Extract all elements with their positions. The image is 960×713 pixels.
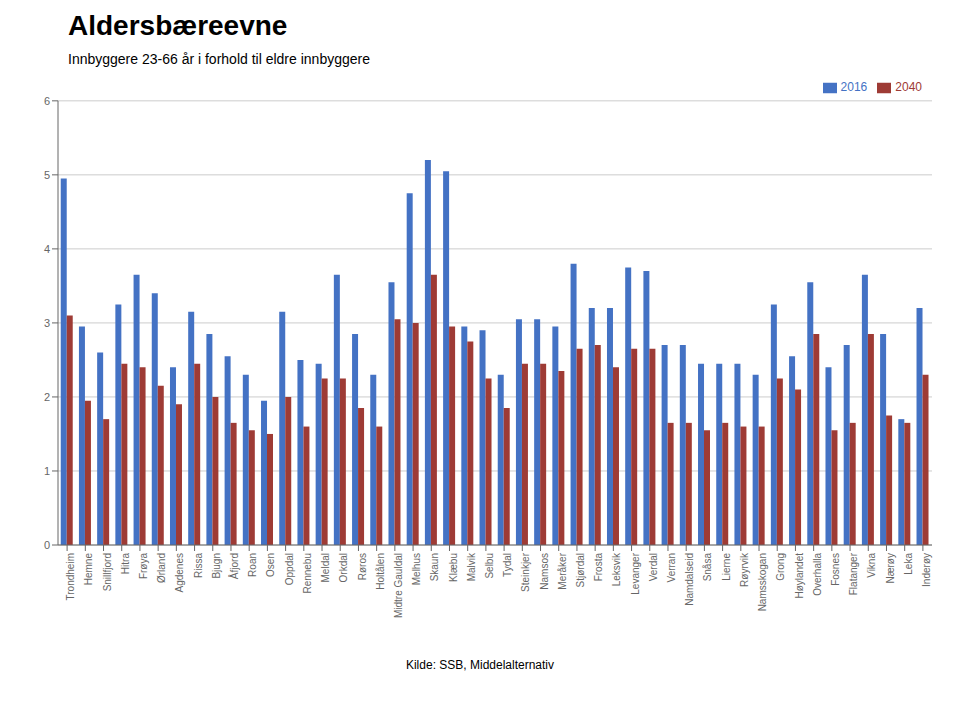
svg-text:Rennebu: Rennebu (302, 553, 313, 594)
svg-text:Flatanger: Flatanger (848, 552, 859, 595)
svg-text:Stjørdal: Stjørdal (575, 553, 586, 587)
svg-text:Ørland: Ørland (156, 553, 167, 583)
html-text:Innbyggere 23-66 år i forhold: Innbyggere 23-66 år i forhold til eldre … (68, 51, 370, 67)
svg-text:Namsos: Namsos (539, 553, 550, 590)
svg-text:Meråker: Meråker (557, 552, 568, 589)
svg-text:3: 3 (44, 317, 50, 329)
svg-text:2: 2 (44, 391, 50, 403)
svg-text:Malvik: Malvik (466, 552, 477, 581)
svg-text:1: 1 (44, 465, 50, 477)
svg-text:Lierne: Lierne (721, 553, 732, 581)
svg-text:Snåsa: Snåsa (702, 553, 713, 582)
svg-text:Vikna: Vikna (866, 553, 877, 578)
svg-text:Åfjord: Åfjord (228, 553, 240, 579)
svg-text:Hitra: Hitra (120, 553, 131, 575)
svg-text:Verran: Verran (666, 553, 677, 582)
svg-text:Agdenes: Agdenes (174, 553, 185, 592)
svg-text:Oppdal: Oppdal (284, 553, 295, 585)
html-text:Aldersbæreevne: Aldersbæreevne (68, 10, 288, 41)
svg-text:Namdalseid: Namdalseid (684, 553, 695, 606)
svg-text:Overhalla: Overhalla (812, 553, 823, 596)
html-text:2040: 2040 (895, 80, 922, 94)
svg-text:Roan: Roan (247, 553, 258, 577)
svg-text:Klæbu: Klæbu (448, 553, 459, 582)
svg-text:4: 4 (44, 243, 50, 255)
svg-text:Osen: Osen (265, 553, 276, 577)
svg-text:Skaun: Skaun (429, 553, 440, 581)
svg-text:0: 0 (44, 539, 50, 551)
svg-text:Steinkjer: Steinkjer (520, 552, 531, 592)
svg-text:Midtre Gauldal: Midtre Gauldal (393, 553, 404, 618)
svg-text:Orkdal: Orkdal (338, 553, 349, 582)
svg-text:Namsskogan: Namsskogan (757, 553, 768, 611)
svg-text:Tydal: Tydal (502, 553, 513, 577)
svg-text:Røyrvik: Røyrvik (739, 552, 750, 587)
html-text:Kilde: SSB, Middelalternativ: Kilde: SSB, Middelalternativ (406, 658, 554, 672)
svg-text:Høylandet: Høylandet (794, 553, 805, 599)
svg-text:Holtålen: Holtålen (375, 553, 386, 590)
svg-text:Melhus: Melhus (411, 553, 422, 585)
html-text:2016: 2016 (840, 80, 868, 94)
svg-text:5: 5 (44, 169, 50, 181)
svg-text:Leka: Leka (903, 553, 914, 575)
svg-text:Meldal: Meldal (320, 553, 331, 582)
svg-text:6: 6 (44, 95, 50, 107)
svg-text:Leksvik: Leksvik (611, 552, 622, 586)
svg-text:Fosnes: Fosnes (830, 553, 841, 586)
svg-text:Rissa: Rissa (193, 553, 204, 578)
svg-text:Snillfjord: Snillfjord (102, 553, 113, 591)
svg-text:Verdal: Verdal (648, 553, 659, 581)
svg-text:Hemne: Hemne (83, 553, 94, 586)
svg-text:Inderøy: Inderøy (921, 553, 932, 587)
svg-text:Nærøy: Nærøy (885, 553, 896, 584)
svg-text:Trondheim: Trondheim (65, 553, 76, 600)
svg-text:Røros: Røros (357, 553, 368, 580)
svg-text:Grong: Grong (775, 553, 786, 581)
svg-text:Bjugn: Bjugn (211, 553, 222, 579)
svg-text:Frøya: Frøya (138, 553, 149, 580)
svg-text:Frosta: Frosta (593, 553, 604, 582)
svg-text:Levanger: Levanger (630, 552, 641, 594)
svg-text:Selbu: Selbu (484, 553, 495, 579)
